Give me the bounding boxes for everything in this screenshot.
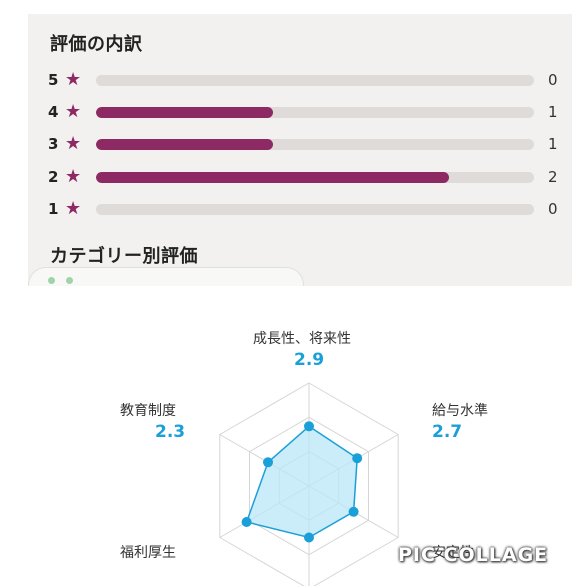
rating-row-5: 5 ★ 0	[28, 70, 572, 90]
rating-bar-fill	[96, 139, 274, 150]
star-icon: ★	[65, 133, 82, 154]
rating-bar-track	[96, 139, 534, 150]
star-icon: ★	[65, 101, 82, 122]
rating-bar-track	[96, 75, 534, 86]
rating-breakdown-panel: 評価の内訳 5 ★ 0 4 ★ 1 3 ★ 1 2 ★ 2 1 ★ 0 カテゴリ…	[28, 14, 572, 286]
category-label-growth: 成長性、将来性	[253, 331, 351, 347]
category-label-welfare: 福利厚生	[120, 545, 176, 561]
rating-row-4: 4 ★ 1	[28, 102, 572, 122]
rating-bar-track	[96, 172, 534, 183]
rating-bar-fill	[96, 107, 274, 118]
rating-breakdown-title: 評価の内訳	[50, 34, 143, 55]
rating-stars-label: 1	[48, 200, 59, 218]
indicator-dot	[48, 277, 55, 284]
category-label-salary: 給与水準	[432, 403, 488, 419]
category-score-growth: 2.9	[294, 350, 325, 370]
radar-point	[304, 421, 314, 432]
rating-row-2: 2 ★ 2	[28, 167, 572, 187]
rating-row-3: 3 ★ 1	[28, 134, 572, 154]
star-icon: ★	[65, 166, 82, 187]
category-label-stability: 安定性	[432, 545, 474, 561]
category-score-education: 2.3	[155, 422, 186, 442]
star-icon: ★	[65, 198, 82, 219]
rating-stars-label: 3	[48, 135, 59, 153]
radar-point	[241, 517, 252, 527]
rating-bar-track	[96, 107, 534, 118]
radar-point	[352, 453, 363, 464]
category-score-salary: 2.7	[432, 422, 463, 442]
radar-point	[263, 457, 273, 468]
pic-collage-watermark: PIC COLLAGE	[398, 544, 549, 566]
radar-area	[245, 425, 358, 539]
rating-row-1: 1 ★ 0	[28, 199, 572, 219]
rating-count: 2	[548, 168, 558, 186]
rating-stars-label: 5	[48, 71, 59, 89]
rating-stars-label: 4	[48, 103, 59, 121]
rating-bar-fill	[96, 172, 450, 183]
radar-point	[348, 506, 359, 517]
radar-point	[304, 532, 314, 543]
rating-count: 1	[548, 135, 558, 153]
rating-count: 0	[548, 200, 558, 218]
indicator-dot	[66, 277, 73, 284]
rating-count: 1	[548, 103, 558, 121]
category-section-title: カテゴリー別評価	[50, 246, 198, 267]
category-label-education: 教育制度	[120, 403, 176, 419]
star-icon: ★	[65, 69, 82, 90]
rating-bar-track	[96, 204, 534, 215]
rating-count: 0	[548, 71, 558, 89]
radar-points	[241, 421, 363, 543]
rating-stars-label: 2	[48, 168, 59, 186]
radar-chart	[219, 382, 399, 586]
